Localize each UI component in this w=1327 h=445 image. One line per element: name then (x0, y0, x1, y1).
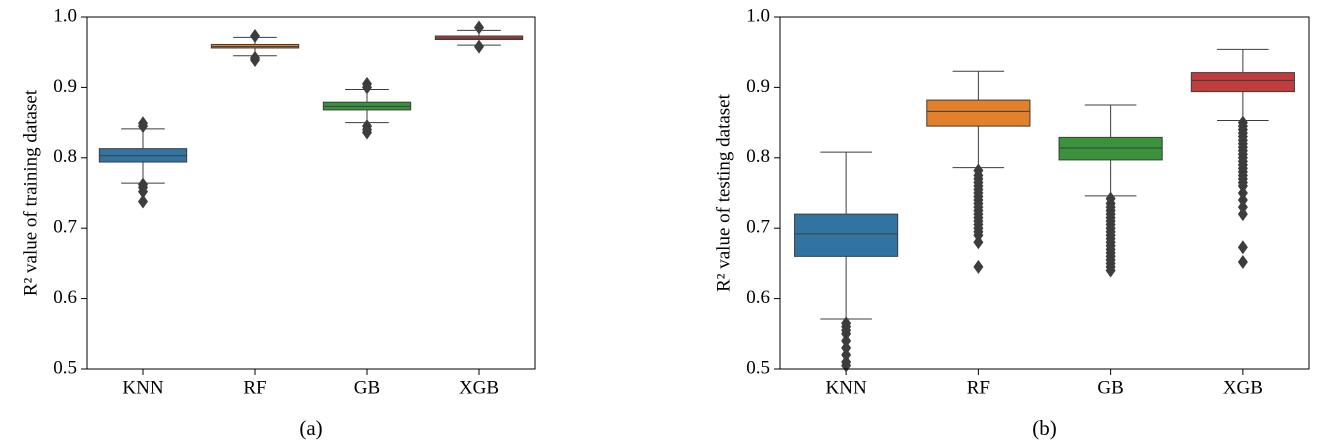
outlier (362, 125, 372, 140)
x-tick-label: RF (967, 377, 990, 398)
y-tick-label: 0.9 (746, 76, 770, 97)
y-tick-label: 0.7 (53, 217, 77, 238)
x-tick-label: KNN (122, 377, 163, 398)
outlier (250, 29, 260, 44)
outlier (841, 326, 852, 341)
outlier (474, 39, 484, 54)
box (794, 213, 899, 257)
outlier (250, 52, 260, 67)
box (926, 99, 1031, 127)
outlier (841, 333, 852, 348)
y-tick-label: 0.8 (53, 146, 77, 167)
y-tick-label: 0.6 (746, 287, 770, 308)
y-tick-label: 0.6 (53, 287, 77, 308)
x-tick-label: GB (1097, 377, 1123, 398)
outlier (1237, 178, 1248, 193)
y-tick-label: 0.5 (53, 357, 77, 378)
y-tick-label: 0.8 (746, 146, 770, 167)
outlier (1237, 254, 1248, 269)
x-tick-label: XGB (459, 377, 499, 398)
outlier (973, 235, 984, 250)
y-tick-label: 0.7 (746, 217, 770, 238)
axes-frame (86, 16, 536, 370)
caption: (b) (1032, 416, 1057, 440)
outlier (474, 20, 484, 35)
axes-frame (779, 16, 1310, 370)
outlier (1237, 207, 1248, 222)
caption: (a) (299, 416, 322, 440)
y-tick-label: 1.0 (53, 5, 77, 26)
outlier (973, 228, 984, 243)
x-tick-label: KNN (826, 377, 867, 398)
outlier (1237, 200, 1248, 215)
outlier (1237, 193, 1248, 208)
box (1058, 136, 1163, 161)
outlier (138, 184, 148, 199)
outlier (362, 80, 372, 95)
outlier (1105, 263, 1116, 278)
y-axis-label: R² value of testing dataset (713, 93, 734, 291)
y-tick-label: 0.5 (746, 357, 770, 378)
outlier (138, 194, 148, 209)
y-tick-label: 0.9 (53, 76, 77, 97)
outlier (1237, 186, 1248, 200)
x-tick-label: GB (354, 377, 380, 398)
x-tick-label: RF (243, 377, 266, 398)
outlier (841, 340, 852, 355)
box (1190, 72, 1295, 93)
y-tick-label: 1.0 (746, 5, 770, 26)
outlier (1237, 240, 1248, 255)
outlier (841, 347, 852, 362)
y-axis-label: R² value of training dataset (20, 89, 41, 296)
outlier (973, 259, 984, 274)
outlier (138, 119, 148, 134)
x-tick-label: XGB (1223, 377, 1263, 398)
